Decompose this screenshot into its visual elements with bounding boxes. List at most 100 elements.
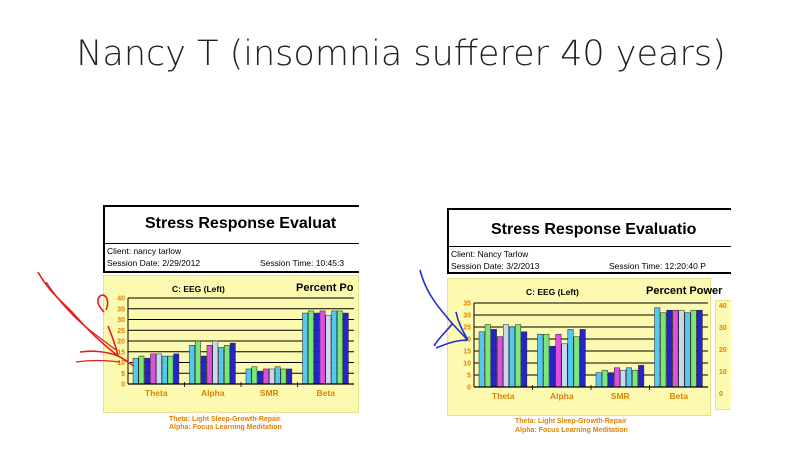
percent-power-title: Percent Po: [296, 282, 354, 294]
legend-theta: Theta: Light Sleep-Growth-Repair: [515, 418, 627, 425]
bar: [245, 368, 252, 385]
session-date: Session Date: 3/2/2013: [451, 261, 540, 271]
bar: [331, 310, 338, 385]
bar: [173, 353, 180, 385]
y-tick-label: 10: [117, 360, 125, 367]
bar: [161, 355, 168, 385]
bar: [218, 347, 225, 385]
bar: [601, 369, 608, 388]
bar: [319, 310, 326, 385]
category-label: SMR: [611, 391, 630, 401]
bar: [660, 312, 667, 388]
category-label: Theta: [492, 391, 515, 401]
bar: [595, 372, 602, 388]
legend-theta: Theta: Light Sleep-Growth-Repair: [169, 416, 281, 423]
side-tick: 40: [719, 303, 727, 310]
bar: [672, 309, 679, 388]
bar: [229, 342, 236, 385]
y-tick-label: 5: [121, 371, 125, 378]
y-tick-label: 20: [463, 337, 471, 344]
bar: [144, 357, 151, 385]
y-tick-label: 0: [467, 385, 471, 392]
y-tick-label: 0: [121, 382, 125, 389]
bar: [573, 336, 580, 388]
y-tick-label: 35: [463, 301, 471, 308]
bar: [274, 366, 281, 385]
bar: [666, 309, 673, 388]
bar: [263, 368, 269, 385]
bar: [200, 355, 207, 385]
eeg-chart-title: C: EEG (Left): [172, 284, 225, 294]
y-tick-label: 20: [117, 339, 125, 346]
bar: [638, 365, 645, 388]
session-time: Session Time: 12:20:40 P: [609, 261, 706, 271]
eeg-chart-panel: C: EEG (Left) Percent Po 0 5 10 15 20 25 30 35 4…: [103, 275, 359, 413]
bar: [561, 343, 568, 388]
bar: [490, 329, 497, 388]
bar: [302, 312, 308, 385]
bar: [579, 329, 586, 388]
legend-alpha: Alpha: Focus Learning Meditation: [169, 424, 282, 431]
bar: [549, 345, 556, 388]
bar: [503, 324, 509, 388]
bar: [567, 329, 574, 388]
y-tick-label: 15: [117, 349, 125, 356]
bar: [280, 368, 287, 385]
category-label: SMR: [260, 388, 279, 398]
bar: [690, 309, 697, 388]
bar: [515, 324, 522, 388]
bar: [509, 326, 516, 388]
slide-title: Nancy T (insomnia sufferer 40 years): [76, 34, 726, 74]
bar: [206, 345, 213, 385]
bar: [286, 368, 293, 385]
bar: [251, 366, 258, 385]
category-label: Beta: [317, 388, 336, 398]
eeg-chart-panel: C: EEG (Left) Percent Power 0 5 10 15 20 25 30…: [447, 278, 722, 416]
bar: [613, 367, 620, 388]
bar: [678, 309, 685, 388]
session-time: Session Time: 10:45:3: [260, 258, 345, 268]
side-tick: 10: [719, 369, 727, 376]
bar: [696, 309, 703, 388]
report-title: Stress Response Evaluatio: [491, 221, 697, 238]
report-2012: Stress Response Evaluat Client: nancy ta…: [103, 205, 359, 435]
report-title: Stress Response Evaluat: [145, 215, 337, 232]
bar: [308, 310, 314, 385]
bar: [684, 312, 691, 388]
bar: [337, 310, 343, 385]
y-tick-label: 15: [463, 349, 471, 356]
client-name: Client: Nancy Tarlow: [451, 249, 529, 259]
category-label: Beta: [670, 391, 689, 401]
y-tick-label: 35: [117, 306, 125, 313]
eeg-bar-chart: 0 5 10 15 20 25 30 35 40 Theta Alpha SMR Beta: [117, 296, 354, 398]
category-label: Theta: [145, 388, 168, 398]
bar: [132, 357, 139, 385]
bar: [484, 324, 491, 388]
bar: [257, 370, 264, 385]
y-tick-label: 10: [463, 361, 471, 368]
bar: [156, 353, 162, 385]
bar: [150, 353, 156, 385]
eeg-chart-title: C: EEG (Left): [526, 287, 579, 297]
report-header: Stress Response Evaluatio Client: Nancy …: [447, 208, 731, 274]
header-divider: [449, 246, 731, 247]
bar: [195, 340, 201, 385]
category-label: Alpha: [201, 388, 225, 398]
session-date: Session Date: 2/29/2012: [107, 258, 201, 268]
percent-power-title: Percent Power: [646, 285, 723, 297]
bar: [521, 331, 528, 388]
bar: [167, 355, 174, 385]
y-tick-label: 5: [467, 373, 471, 380]
bar: [342, 312, 349, 385]
bar: [543, 333, 550, 388]
bar: [555, 333, 562, 388]
y-tick-label: 30: [463, 313, 471, 320]
bar: [189, 345, 195, 385]
legend-alpha: Alpha: Focus Learning Meditation: [515, 427, 628, 434]
eeg-bar-chart: 0 5 10 15 20 25 30 35 Theta Alpha SMR Beta: [463, 301, 708, 401]
report-header: Stress Response Evaluat Client: nancy ta…: [103, 205, 359, 273]
y-tick-label: 25: [117, 328, 125, 335]
y-tick-label: 30: [117, 317, 125, 324]
bar: [537, 333, 544, 388]
bar: [138, 355, 145, 385]
